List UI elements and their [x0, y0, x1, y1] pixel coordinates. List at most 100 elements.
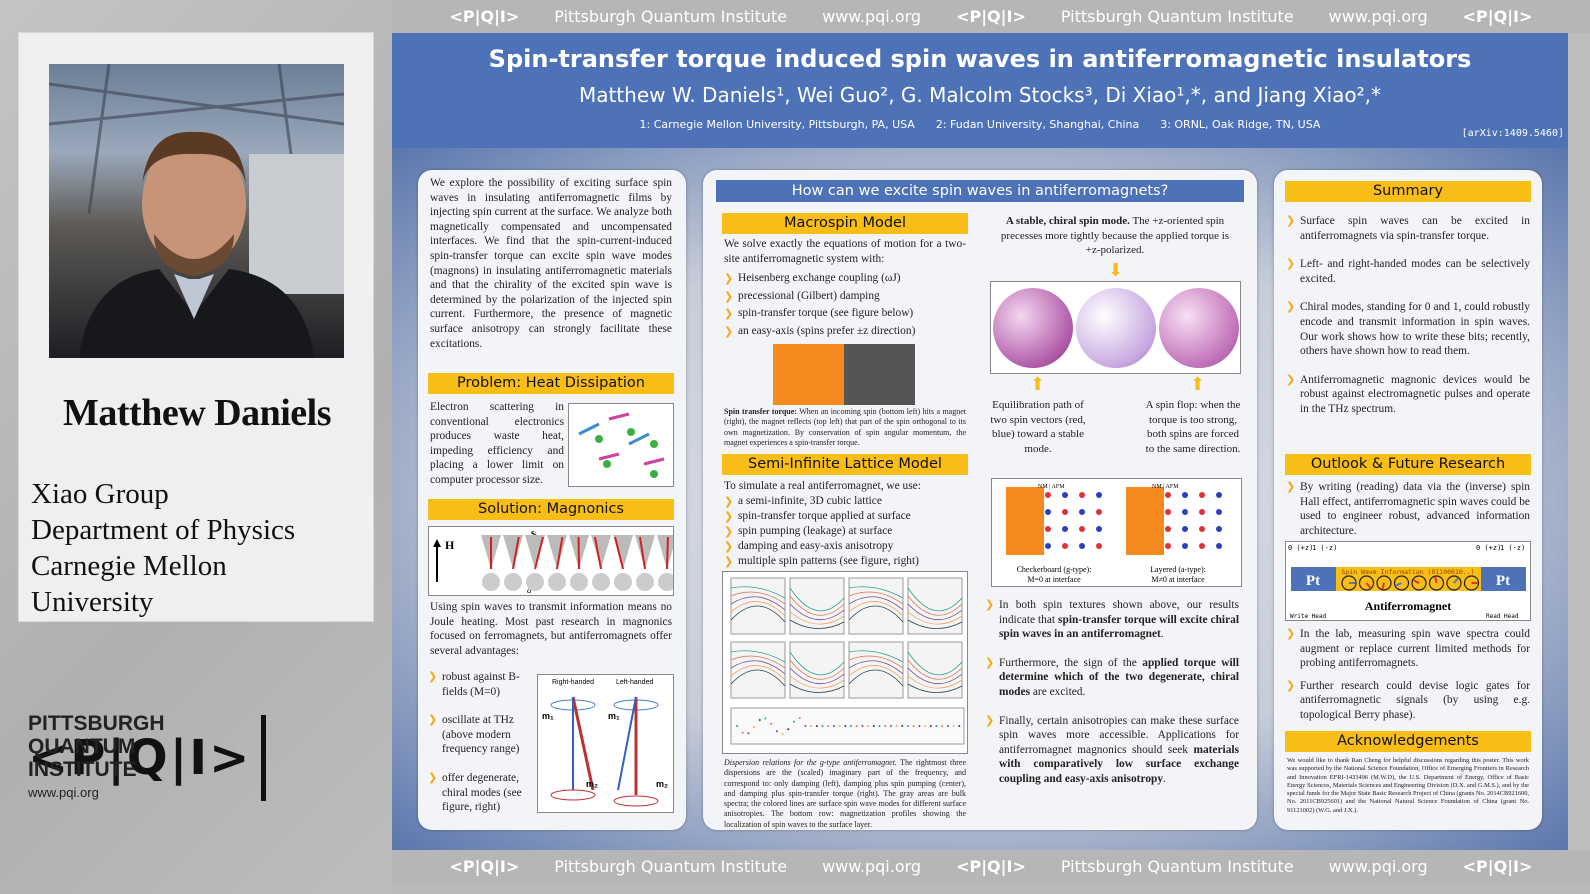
- profile-panel: [730, 707, 965, 745]
- spin-projection: [526, 573, 544, 591]
- surface-mode-line: [848, 665, 904, 681]
- spin-label: sᵢ: [531, 528, 537, 539]
- result-text: In both spin textures shown above, our r…: [999, 599, 1239, 626]
- macrospin-item: spin-transfer torque (see figure below): [722, 305, 968, 323]
- profile-point: [793, 720, 795, 723]
- surface-mode-line: [789, 611, 845, 625]
- column-right: Summary Surface spin waves can be excite…: [1274, 170, 1542, 830]
- spin-flop-caption: A spin flop: when the torque is too stro…: [1145, 399, 1241, 455]
- spin-wave-device-figure: 0 (+z) 1 (-z) 0 (+z) 1 (-z) Pt Pt Spin W…: [1285, 541, 1531, 621]
- profile-point: [958, 725, 961, 727]
- solution-heading: Solution: Magnonics: [428, 499, 674, 520]
- spin-vector: [1434, 576, 1438, 584]
- surface-mode-line: [789, 659, 845, 680]
- incoming-spin-region: [773, 344, 844, 405]
- pt-write-label: Pt: [1306, 573, 1320, 589]
- poster-institutions: 1: Carnegie Mellon University, Pittsburg…: [639, 118, 1321, 131]
- profile-point: [764, 717, 767, 720]
- surface-mode-line: [789, 651, 845, 676]
- profile-point: [838, 725, 841, 727]
- lattice-spin: [1045, 543, 1051, 549]
- spin-precession-circle: [1341, 575, 1357, 591]
- surface-mode-line: [730, 669, 786, 687]
- lattice-spin: [1045, 509, 1051, 515]
- lattice-item: damping and easy-axis anisotropy: [722, 539, 968, 554]
- outlook-item: Further research could devise logic gate…: [1284, 679, 1530, 723]
- lattice-spin: [1165, 543, 1171, 549]
- spin-precession-circle: [1393, 575, 1410, 591]
- acknowledgements-heading: Acknowledgements: [1285, 731, 1531, 752]
- m1-label: m₁: [608, 711, 620, 721]
- lattice-spin: [1182, 526, 1188, 532]
- result-text: .: [1163, 772, 1166, 785]
- lattice-item: spin-transfer torque applied at surface: [722, 509, 968, 524]
- profile-point: [770, 722, 773, 725]
- portrait-image: [49, 64, 344, 358]
- profile-point: [907, 725, 909, 727]
- surface-mode-line: [730, 655, 786, 669]
- lattice-spin: [1199, 509, 1205, 515]
- strip-name: Pittsburgh Quantum Institute: [1060, 857, 1294, 876]
- lattice-spin: [1165, 509, 1171, 515]
- spin-projection: [636, 573, 654, 591]
- profile-point: [753, 726, 756, 729]
- surface-mode-line: [789, 587, 845, 612]
- profile-point: [867, 725, 870, 727]
- stt-caption: Spin transfer torque: When an incoming s…: [724, 407, 966, 448]
- outlook-list-1: By writing (reading) data via the (inver…: [1284, 480, 1530, 538]
- dispersion-plots: [730, 577, 965, 745]
- surface-mode-line: [907, 587, 963, 612]
- pqi-logo: <P|Q|I> PITTSBURGH QUANTUM INSTITUTE www…: [28, 712, 388, 803]
- surface-mode-line: [907, 603, 963, 621]
- profile-point: [775, 730, 778, 733]
- macrospin-item: an easy-axis (spins prefer ±z direction): [722, 323, 968, 341]
- surface-mode-line: [907, 595, 963, 616]
- write-head-label: Write Head: [1290, 613, 1327, 620]
- lattice-spin: [1182, 509, 1188, 515]
- macrospin-item: Heisenberg exchange coupling (ωJ): [722, 270, 968, 288]
- affiliation-line: Carnegie Mellon: [31, 550, 227, 582]
- logo-line: PITTSBURGH: [28, 712, 165, 735]
- spin-wave-info-label: Spin Wave Information (01100010..): [1341, 568, 1474, 576]
- bit-one-label: 1 (-z): [1500, 544, 1525, 552]
- strip-url: www.pqi.org: [1328, 7, 1428, 26]
- lattice-heading: Semi-Infinite Lattice Model: [722, 454, 968, 475]
- surface-mode-line: [848, 601, 904, 617]
- lattice-spin: [1096, 509, 1102, 515]
- spin-vector: [666, 536, 669, 570]
- spin-cone: [613, 535, 633, 569]
- chiral-modes-figure: Right-handed Left-handed m₁ m₁ m₂ m₂: [537, 674, 674, 813]
- advantage-item: robust against B-fields (M=0): [426, 670, 538, 699]
- m2-label: m₂: [586, 779, 598, 789]
- profile-point: [952, 725, 955, 727]
- surface-mode-line: [730, 586, 786, 599]
- lattice-spin: [1216, 492, 1222, 498]
- lattice-spin: [1199, 543, 1205, 549]
- lattice-spin: [1216, 509, 1222, 515]
- profile-point: [747, 732, 750, 735]
- right-handed-label: Right-handed: [552, 679, 594, 686]
- lattice-spin: [1199, 526, 1205, 532]
- logo-divider: [261, 715, 267, 801]
- stable-mode-sphere: [1075, 287, 1156, 368]
- advantage-item: oscillate at THz (above modern frequency…: [426, 713, 538, 757]
- profile-point: [832, 725, 835, 727]
- solution-text: Using spin waves to transmit information…: [430, 601, 672, 657]
- spin-wave-cones-figure: H sᵢ a: [428, 526, 677, 596]
- outlook-list-2: In the lab, measuring spin wave spectra …: [1284, 627, 1530, 723]
- advantages-list: robust against B-fields (M=0) oscillate …: [426, 670, 538, 815]
- equilibration-sphere: [992, 287, 1073, 368]
- presenter-name: Matthew Daniels: [63, 392, 331, 434]
- profile-point: [850, 725, 852, 727]
- poster-authors: Matthew W. Daniels¹, Wei Guo², G. Malcol…: [578, 83, 1382, 107]
- strip-logo: <P|Q|I>: [1462, 857, 1533, 876]
- surface-mode-line: [907, 619, 963, 629]
- lattice-spin: [1216, 526, 1222, 532]
- surface-mode-line: [730, 650, 786, 663]
- spin-transfer-torque-figure: [773, 344, 915, 405]
- spin-vector: [556, 536, 564, 570]
- surface-mode-line: [789, 675, 845, 689]
- lattice-spin: [1045, 492, 1051, 498]
- lattice-spin: [1096, 526, 1102, 532]
- spin-vector: [614, 536, 624, 570]
